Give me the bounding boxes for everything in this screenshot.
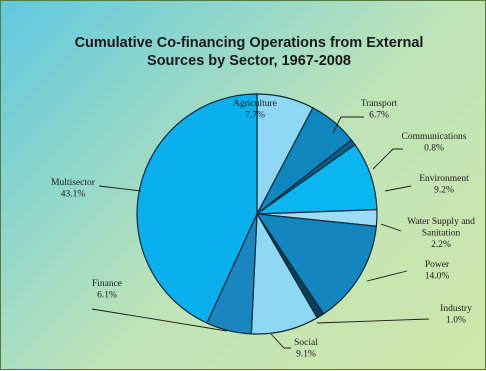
leader-line-industry — [316, 318, 430, 324]
slice-label-power: Power 14.0% — [425, 260, 450, 282]
slice-label-transport: Transport 6.7% — [361, 99, 398, 121]
slice-label-water-supply-and-sanitation: Water Supply and Sanitation 2.2% — [407, 217, 475, 250]
chart-title-line-1: Cumulative Co-financing Operations from … — [75, 35, 424, 51]
leader-line-finance — [91, 308, 228, 332]
slice-label-industry: Industry 1.0% — [440, 304, 472, 326]
leader-line-social — [270, 333, 291, 349]
slice-label-agriculture: Agriculture 7.7% — [233, 99, 277, 121]
slice-label-environment: Environment 9.2% — [419, 174, 469, 196]
slice-label-communications: Communications 0.8% — [402, 132, 467, 154]
slice-label-finance: Finance 6.1% — [92, 279, 122, 301]
leader-line-power — [366, 270, 408, 282]
slice-label-social: Social 9.1% — [294, 338, 318, 360]
leader-line-environment — [384, 185, 412, 192]
leader-line-multisector — [98, 185, 142, 192]
pie-slice-multisector — [136, 93, 258, 324]
leader-line-transport — [332, 116, 364, 134]
leader-line-communications — [372, 148, 403, 170]
slice-label-multisector: Multisector 43.1% — [51, 178, 96, 200]
chart-title-line-2: Sources by Sector, 1967-2008 — [147, 53, 351, 69]
leader-line-water-supply-and-sanitation — [380, 223, 402, 232]
pie-slice-power — [255, 213, 378, 315]
